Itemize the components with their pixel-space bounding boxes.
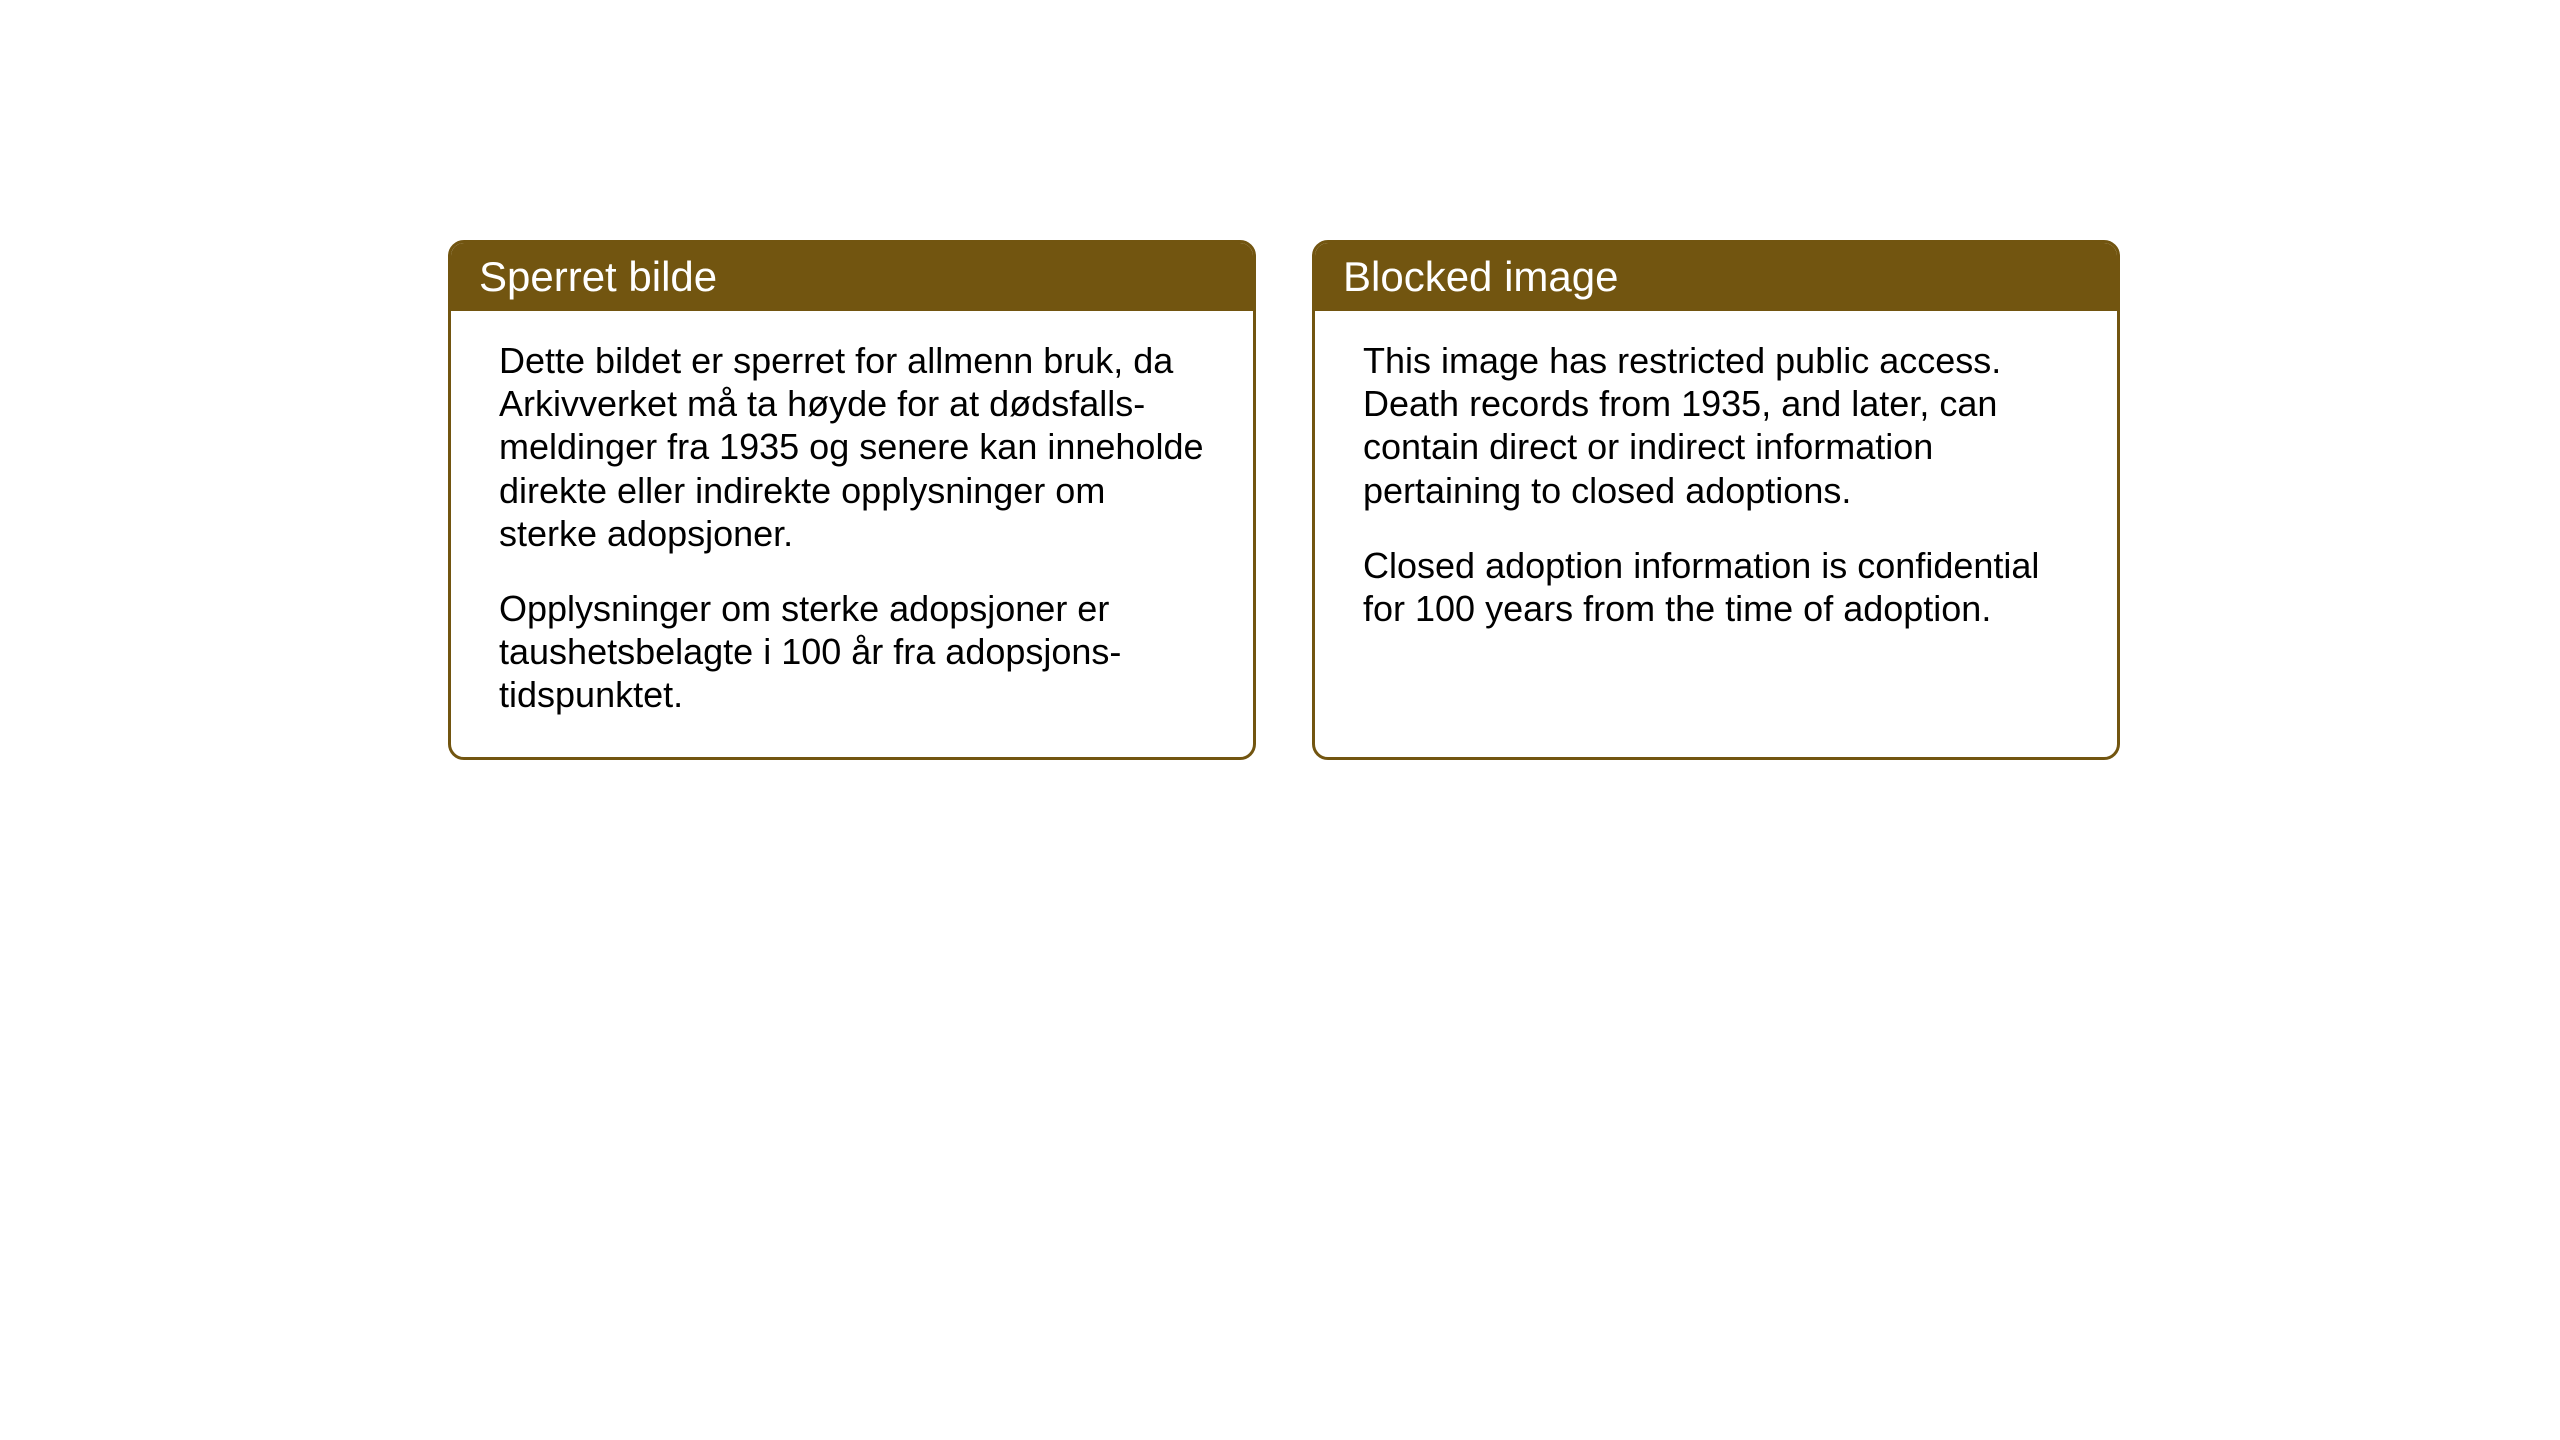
norwegian-card-title: Sperret bilde xyxy=(479,253,717,300)
english-card-header: Blocked image xyxy=(1315,243,2117,311)
norwegian-card-header: Sperret bilde xyxy=(451,243,1253,311)
english-card-title: Blocked image xyxy=(1343,253,1618,300)
norwegian-card-body: Dette bildet er sperret for allmenn bruk… xyxy=(451,311,1253,757)
english-card: Blocked image This image has restricted … xyxy=(1312,240,2120,760)
english-card-body: This image has restricted public access.… xyxy=(1315,311,2117,670)
english-paragraph-2: Closed adoption information is confident… xyxy=(1363,544,2069,630)
norwegian-card: Sperret bilde Dette bildet er sperret fo… xyxy=(448,240,1256,760)
norwegian-paragraph-2: Opplysninger om sterke adopsjoner er tau… xyxy=(499,587,1205,717)
norwegian-paragraph-1: Dette bildet er sperret for allmenn bruk… xyxy=(499,339,1205,555)
english-paragraph-1: This image has restricted public access.… xyxy=(1363,339,2069,512)
cards-container: Sperret bilde Dette bildet er sperret fo… xyxy=(448,240,2120,760)
